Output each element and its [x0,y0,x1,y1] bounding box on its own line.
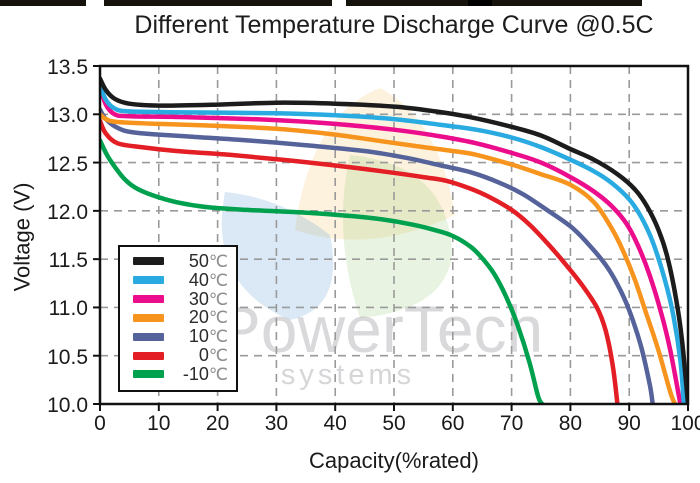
watermark-logo-green-shape [342,155,452,318]
top-strip-segment-0 [0,0,86,6]
watermark-brand-text: PowerTech [217,292,544,366]
top-strip-segment-2 [346,0,468,6]
top-strip-segment-3 [468,0,492,6]
x-axis-label: Capacity(%rated) [309,448,479,473]
legend-item-50℃: 50℃ [128,250,228,271]
y-tick-12.5: 12.5 [47,152,88,176]
curve-30℃ [100,83,683,404]
curves [100,76,688,404]
curve-20℃ [100,112,678,404]
legend-label-40℃: 40℃ [188,269,228,290]
legend-label-50℃: 50℃ [188,250,228,271]
x-tick-20: 20 [205,412,230,435]
legend-item-10℃: 10℃ [128,326,228,347]
curve-10℃ [100,107,655,404]
legend-unit-10℃: ℃ [208,327,228,347]
top-strip-segment-1 [104,0,332,6]
legend-unit-40℃: ℃ [208,270,228,290]
legend-swatch-40℃ [133,276,164,285]
legend-item-40℃: 40℃ [128,269,228,290]
watermark-sub-text: systems [281,359,415,391]
top-strip-segment-4 [492,0,642,6]
legend-swatch-30℃ [133,295,164,304]
y-tick-11.0: 11.0 [48,297,88,321]
legend-unit-30℃: ℃ [208,289,228,309]
legend-item--10℃: -10℃ [128,363,228,384]
x-tick-40: 40 [323,412,347,435]
legend-unit--10℃: ℃ [208,364,228,384]
top-crop-strip [0,0,700,6]
legend-swatch-20℃ [133,313,164,322]
x-tick-50: 50 [382,412,406,435]
legend-item-20℃: 20℃ [128,307,228,328]
legend-label-0℃: 0℃ [198,345,228,366]
curve-50℃ [100,76,688,404]
legend-swatch-50℃ [133,257,164,266]
curve-0℃ [100,118,620,404]
y-tick-13.5: 13.5 [47,56,88,79]
x-tick-60: 60 [441,412,465,435]
legend-label-10℃: 10℃ [188,326,228,347]
axes-frame [93,64,690,411]
legend-swatch--10℃ [133,370,164,379]
x-tick-100: 100 [670,412,700,435]
x-tick-70: 70 [499,412,524,435]
y-tick-11.5: 11.5 [48,249,88,273]
x-tick-30: 30 [264,412,289,435]
curve--10℃ [100,138,545,404]
legend-unit-20℃: ℃ [208,308,228,328]
legend-unit-50℃: ℃ [208,251,228,271]
legend-label--10℃: -10℃ [182,363,228,384]
chart-title: Different Temperature Discharge Curve @0… [134,11,654,39]
legend: 50℃ 40℃ 30℃ 20℃ 10℃ 0℃ -10℃ [118,245,238,392]
y-tick-10.5: 10.5 [47,345,88,369]
x-tick-90: 90 [617,412,641,435]
x-tick-0: 0 [94,412,106,435]
x-tick-10: 10 [147,412,171,435]
legend-label-20℃: 20℃ [188,307,228,328]
y-tick-12.0: 12.0 [47,200,88,224]
curve-40℃ [100,83,687,404]
legend-swatch-0℃ [133,351,164,360]
legend-label-30℃: 30℃ [188,288,228,309]
y-tick-10.0: 10.0 [47,394,88,417]
y-tick-13.0: 13.0 [47,104,88,128]
y-axis-label: Voltage (V) [9,182,35,292]
legend-swatch-10℃ [133,332,164,341]
legend-item-0℃: 0℃ [128,345,228,366]
legend-item-30℃: 30℃ [128,288,228,309]
watermark-logo-blue-shape [221,192,334,320]
legend-unit-0℃: ℃ [208,346,228,366]
x-tick-80: 80 [558,412,583,435]
